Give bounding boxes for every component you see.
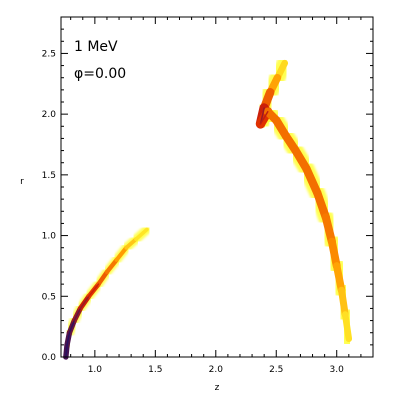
band-spine-segment (259, 107, 265, 125)
y-axis-title: r (20, 177, 24, 187)
band-core-segment (114, 245, 129, 262)
band-core-segment (96, 269, 110, 287)
band-core-segment (332, 262, 346, 294)
x-tick-label: 1.5 (148, 365, 162, 375)
x-tick-label: 3.0 (330, 365, 345, 375)
band-core-segment (104, 257, 119, 275)
band-core-segment (134, 227, 149, 242)
band-core-segment (327, 237, 341, 270)
y-tick-label: 2.5 (42, 49, 56, 59)
data-layer (61, 55, 357, 362)
x-tick-label: 2.5 (269, 365, 283, 375)
y-tick-label: 0.0 (42, 353, 57, 363)
band-spine-segment (259, 110, 269, 125)
y-tick-label: 1.5 (42, 171, 56, 181)
plot-frame (60, 16, 374, 358)
band-core-segment (321, 213, 336, 246)
band-core-segment (302, 164, 322, 198)
annotation-phi: φ=0.00 (74, 66, 126, 82)
annotation-energy: 1 MeV (74, 39, 118, 55)
intensity-band-1 (61, 225, 152, 362)
band-core-segment (124, 237, 138, 250)
intensity-band-2 (252, 55, 357, 347)
band-spine-segment (66, 331, 71, 346)
band-core-segment (313, 188, 330, 222)
band-spine-segment (79, 295, 90, 310)
band-spine-segment (73, 307, 82, 322)
y-tick-label: 2.0 (42, 110, 57, 120)
band-spine-segment (88, 283, 100, 298)
y-tick-label: 0.5 (42, 292, 56, 302)
band-core-segment (338, 286, 349, 318)
x-tick-label: 2.0 (209, 365, 224, 375)
x-axis-title: z (215, 383, 220, 393)
y-tick-label: 1.0 (42, 232, 57, 242)
band-spine-segment (68, 319, 76, 334)
x-tick-label: 1.0 (88, 365, 103, 375)
band-spine-segment (65, 344, 68, 358)
band-core-segment (341, 311, 353, 343)
